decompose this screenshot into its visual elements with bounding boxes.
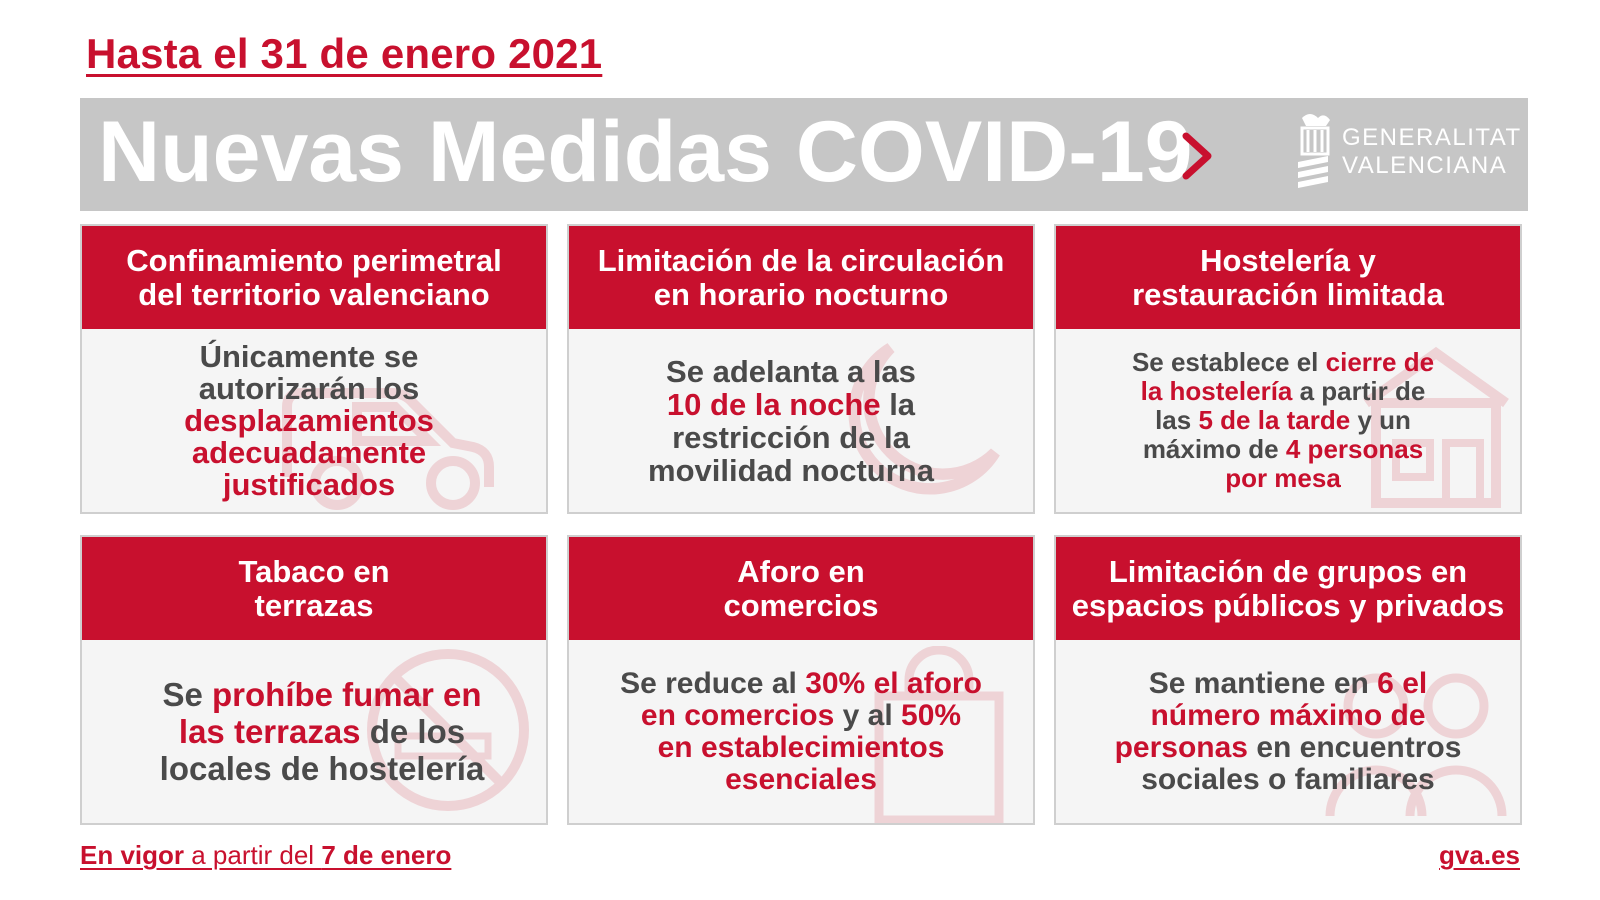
measure-card-night-curfew: Limitación de la circulación en horario n… — [567, 224, 1035, 514]
body-highlight: número máximo de — [1150, 698, 1426, 732]
body-highlight: en establecimientos — [657, 730, 945, 764]
body-line: Se establece el — [1131, 347, 1319, 377]
card-title: Limitación de grupos en espacios públicos… — [1056, 537, 1520, 640]
body-line: movilidad nocturna — [648, 452, 934, 488]
card-body: Se mantiene en 6 el número máximo de per… — [1056, 640, 1520, 823]
body-highlight: en comercios — [640, 698, 835, 732]
card-title-line2: del territorio valenciano — [138, 276, 490, 312]
org-name-line1: GENERALITAT — [1342, 124, 1522, 151]
measure-card-smoking: Tabaco en terrazas Se prohíbe fumar en la… — [80, 535, 548, 825]
card-title-line2: comercios — [723, 587, 879, 623]
body-highlight: personas — [1114, 730, 1248, 764]
body-highlight: la hostelería — [1140, 376, 1293, 406]
body-highlight: cierre de — [1325, 347, 1435, 377]
measure-card-group-limit: Limitación de grupos en espacios públicos… — [1054, 535, 1522, 825]
body-line: Únicamente se — [199, 338, 419, 374]
body-line: autorizarán los — [198, 370, 420, 406]
restaurant-icon — [1363, 346, 1509, 508]
card-title: Confinamiento perimetral del territorio v… — [82, 226, 546, 329]
card-body: Se prohíbe fumar en las terrazas de los … — [82, 640, 546, 823]
body-line: locales de hostelería — [159, 750, 485, 787]
body-highlight: justificados — [222, 466, 396, 502]
car-icon — [282, 388, 494, 510]
card-title-line1: Hostelería y — [1200, 242, 1376, 278]
website-link[interactable]: gva.es — [1439, 840, 1520, 870]
card-title-line2: restauración limitada — [1132, 276, 1444, 312]
body-highlight: esenciales — [725, 762, 877, 796]
body-line: y al — [842, 698, 893, 732]
body-line: Se mantiene en — [1148, 666, 1369, 700]
body-highlight: 6 el — [1377, 666, 1428, 700]
body-line: sociales o familiares — [1141, 762, 1435, 796]
body-highlight: por mesa — [1225, 463, 1341, 493]
body-line: a partir de — [1299, 376, 1426, 406]
card-body: Se adelanta a las 10 de la noche la rest… — [569, 329, 1033, 512]
body-line: máximo de — [1142, 434, 1279, 464]
card-body: Únicamente se autorizarán los desplazami… — [82, 329, 546, 512]
card-title-line1: Aforo en — [737, 553, 865, 589]
people-group-icon — [1325, 673, 1507, 817]
body-highlight: 10 de la noche — [666, 386, 881, 422]
card-title: Hostelería y restauración limitada — [1056, 226, 1520, 329]
body-line: las — [1155, 405, 1192, 435]
body-line: en encuentros — [1256, 730, 1462, 764]
body-line: de los — [369, 713, 466, 750]
org-name-line2: VALENCIANA — [1342, 152, 1508, 179]
card-title-line1: Limitación de la circulación — [597, 242, 1005, 278]
card-body: Se reduce al 30% el aforo en comercios y… — [569, 640, 1033, 823]
body-line: la — [889, 386, 916, 422]
card-title: Aforo en comercios — [569, 537, 1033, 640]
body-line: Se reduce al — [620, 666, 797, 700]
body-line: Se — [162, 676, 203, 713]
effective-day: 7 de enero — [321, 840, 452, 870]
card-title-line2: espacios públicos y privados — [1071, 587, 1505, 623]
effective-label: En vigor — [80, 840, 185, 870]
generalitat-logo: GENERALITAT VALENCIANA — [1292, 110, 1520, 196]
body-highlight: prohíbe fumar en — [212, 676, 482, 713]
card-title: Tabaco en terrazas — [82, 537, 546, 640]
shopping-bag-icon — [874, 646, 1004, 823]
card-title-line1: Confinamiento perimetral — [126, 242, 502, 278]
body-highlight: adecuadamente — [191, 434, 427, 470]
body-line: y un — [1357, 405, 1411, 435]
body-highlight: 4 personas — [1285, 434, 1424, 464]
body-highlight: las terrazas — [178, 713, 361, 750]
measure-card-shops-capacity: Aforo en comercios Se reduce al 30% el af… — [567, 535, 1035, 825]
moon-icon — [848, 343, 1000, 495]
coat-of-arms-icon — [1298, 114, 1330, 188]
no-smoking-icon — [367, 649, 529, 811]
card-title-line1: Limitación de grupos en — [1108, 553, 1468, 589]
chevron-right-icon — [1182, 132, 1212, 180]
body-highlight: desplazamientos — [184, 402, 434, 438]
body-line: restricción de la — [672, 419, 910, 455]
body-highlight: 5 de la tarde — [1198, 405, 1351, 435]
body-highlight: 50% — [901, 698, 962, 732]
measure-card-perimeter: Confinamiento perimetral del territorio v… — [80, 224, 548, 514]
measure-card-hospitality: Hostelería y restauración limitada Se est… — [1054, 224, 1522, 514]
body-line: Se adelanta a las — [666, 353, 916, 389]
validity-date: Hasta el 31 de enero 2021 — [86, 30, 603, 77]
card-title: Limitación de la circulación en horario n… — [569, 226, 1033, 329]
card-title-line2: en horario nocturno — [653, 276, 949, 312]
card-title-line1: Tabaco en — [238, 553, 390, 589]
effective-connector: a partir del — [184, 840, 322, 870]
body-highlight: 30% el aforo — [805, 666, 982, 700]
org-name: GENERALITAT VALENCIANA — [1342, 124, 1522, 180]
title-banner: Nuevas Medidas COVID-19 GENERALITAT VALE… — [80, 98, 1528, 211]
card-body: Se establece el cierre de la hostelería … — [1056, 329, 1520, 512]
page-title: Nuevas Medidas COVID-19 — [98, 104, 1193, 200]
card-title-line2: terrazas — [254, 587, 374, 623]
effective-date: En vigor a partir del 7 de enero — [80, 840, 451, 871]
